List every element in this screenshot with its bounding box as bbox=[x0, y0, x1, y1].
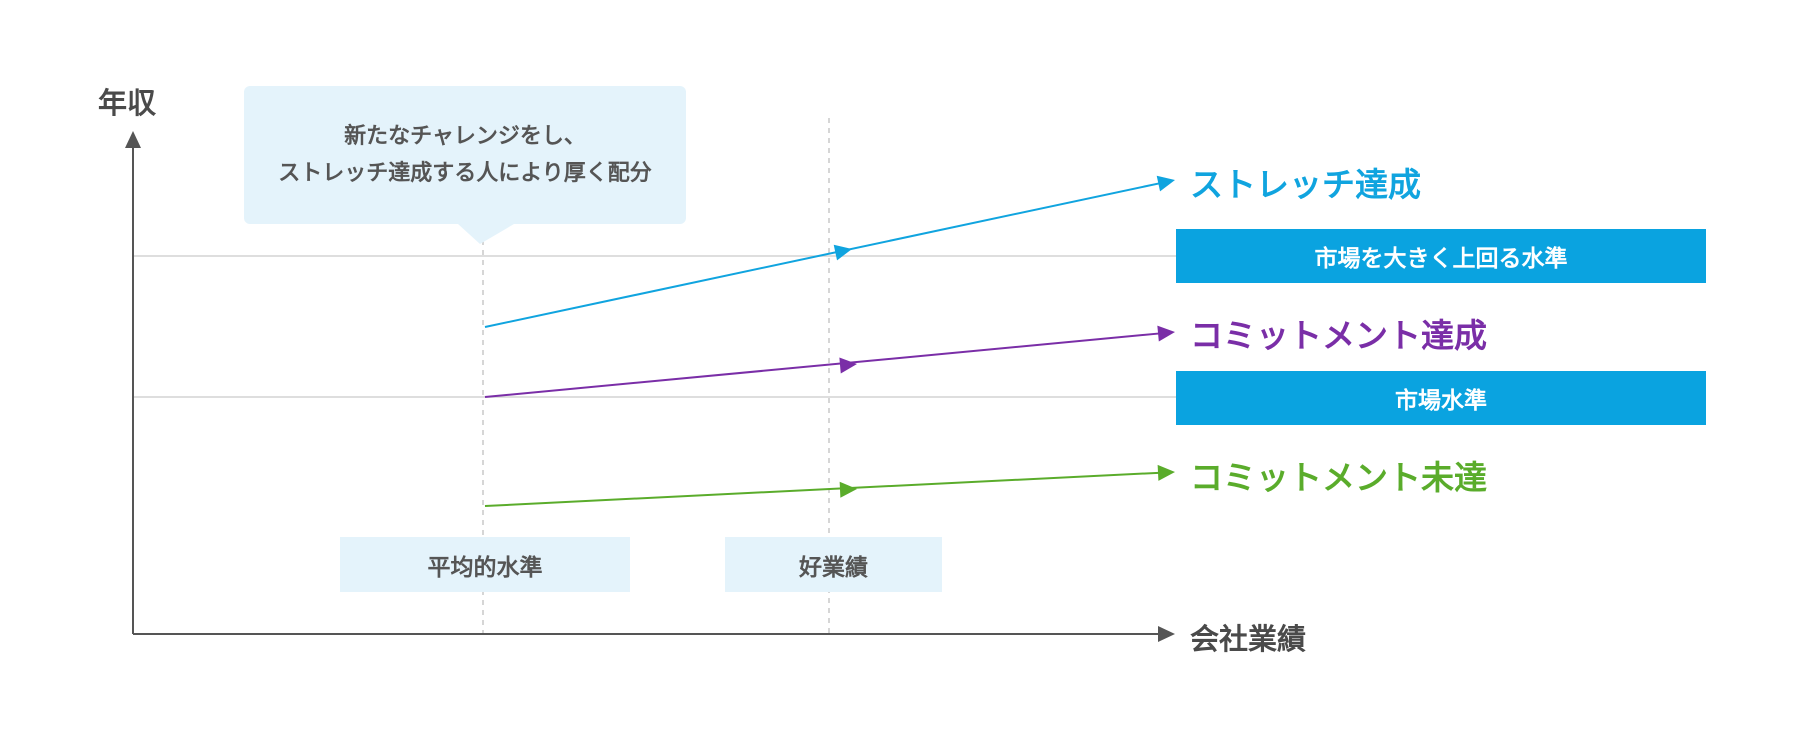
series-label-stretch: ストレッチ達成 bbox=[1190, 165, 1421, 204]
callout-tail bbox=[458, 224, 514, 244]
callout-bubble: 新たなチャレンジをし、 ストレッチ達成する人により厚く配分 bbox=[244, 86, 686, 224]
series-label-commitment: コミットメント達成 bbox=[1190, 316, 1487, 355]
x-marker-average: 平均的水準 bbox=[340, 537, 630, 592]
callout-line-1: 新たなチャレンジをし、 bbox=[344, 124, 586, 149]
x-marker-label-average: 平均的水準 bbox=[427, 554, 543, 581]
series-line-commitment-missed bbox=[484, 471, 1162, 507]
series-mid-arrow-stretch bbox=[833, 244, 852, 261]
series-mid-arrow-commitment bbox=[839, 357, 857, 374]
series-end-arrow-stretch bbox=[1156, 175, 1175, 192]
series-line-stretch bbox=[484, 181, 1162, 328]
series-end-arrow-commitment-missed bbox=[1157, 464, 1175, 481]
callout-line-2: ストレッチ達成する人により厚く配分 bbox=[278, 161, 652, 186]
x-marker-good: 好業績 bbox=[725, 537, 942, 592]
x-marker-label-good: 好業績 bbox=[799, 554, 868, 581]
series-mid-arrow-commitment-missed bbox=[839, 481, 857, 498]
x-axis-label: 会社業績 bbox=[1190, 622, 1307, 656]
x-axis-arrowhead bbox=[1158, 626, 1175, 642]
y-axis-label: 年収 bbox=[98, 86, 157, 120]
level-box-market: 市場水準 bbox=[1176, 371, 1706, 425]
callout-text: 新たなチャレンジをし、 ストレッチ達成する人により厚く配分 bbox=[278, 118, 652, 192]
series-lines bbox=[484, 175, 1175, 507]
level-box-above-market: 市場を大きく上回る水準 bbox=[1176, 229, 1706, 283]
level-label-market: 市場水準 bbox=[1395, 388, 1487, 414]
series-label-commitment-missed: コミットメント未達 bbox=[1190, 458, 1487, 497]
level-label-above-market: 市場を大きく上回る水準 bbox=[1314, 246, 1568, 272]
y-axis-arrowhead bbox=[125, 131, 141, 148]
series-end-arrow-commitment bbox=[1157, 325, 1175, 342]
series-line-commitment bbox=[484, 332, 1162, 398]
